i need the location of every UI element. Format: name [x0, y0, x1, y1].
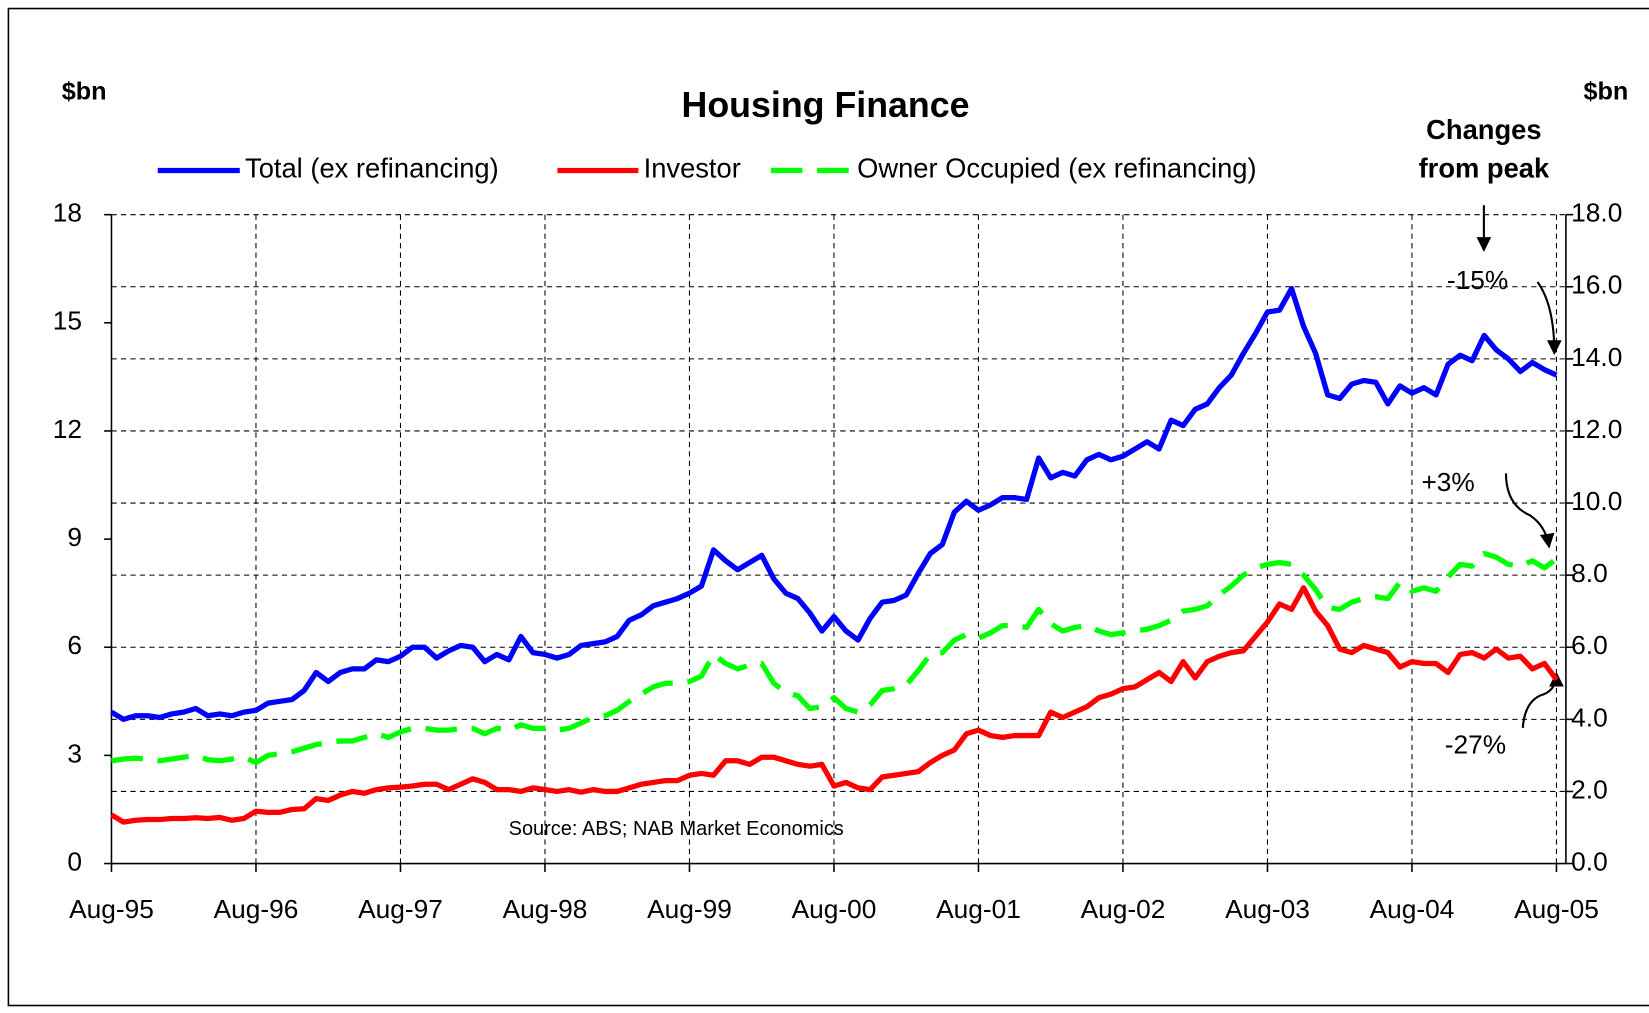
arrow — [1521, 671, 1564, 728]
y-tick-label: 3 — [67, 738, 82, 768]
legend-label: Investor — [644, 153, 741, 184]
y-tick-label: 9 — [67, 522, 82, 552]
x-tick-label: Aug-04 — [1370, 894, 1455, 924]
x-tick-label: Aug-95 — [69, 894, 154, 924]
y-tick-label: 18 — [53, 198, 82, 228]
x-tick-label: Aug-02 — [1081, 894, 1166, 924]
source-note: Source: ABS; NAB Market Economics — [509, 818, 844, 840]
plot: 0.0 2.0 4.0 6.0 8.0 10.0 12.0 14.0 16.0 18.0 Aug-9… — [53, 198, 1623, 924]
y-tick-label: 6 — [67, 630, 82, 660]
series-line — [111, 550, 1559, 766]
x-tick-label: Aug-99 — [647, 894, 732, 924]
chart-border — [7, 7, 1649, 1007]
y2-tick-label: 12.0 — [1571, 414, 1622, 444]
annotation: -15% — [1447, 265, 1508, 295]
y-tick-label: 15 — [53, 306, 82, 336]
y2-tick-label: 10.0 — [1571, 486, 1622, 516]
annotation: +3% — [1421, 467, 1474, 497]
x-tick-label: Aug-01 — [936, 894, 1021, 924]
x-tick-label: Aug-03 — [1225, 894, 1310, 924]
y2-tick-label: 0.0 — [1571, 846, 1608, 876]
x-tick-label: Aug-00 — [792, 894, 877, 924]
y2-tick-label: 8.0 — [1571, 558, 1608, 588]
annotation-title: Changes — [1426, 114, 1541, 145]
arrows — [1476, 205, 1564, 728]
y-tick-label: 0 — [67, 846, 82, 876]
y2-tick-label: 4.0 — [1571, 702, 1608, 732]
arrow — [1536, 281, 1562, 355]
x-tick-label: Aug-98 — [503, 894, 588, 924]
y2-axis-label: $bn — [1583, 77, 1628, 105]
x-tick-label: Aug-97 — [358, 894, 443, 924]
series-line — [110, 285, 1558, 722]
series-line — [110, 585, 1559, 825]
y2-tick-label: 6.0 — [1571, 630, 1608, 660]
legend-label: Total (ex refinancing) — [245, 153, 499, 184]
annotation: -27% — [1445, 730, 1506, 760]
y-tick-label: 12 — [53, 414, 82, 444]
x-tick-label: Aug-05 — [1514, 894, 1599, 924]
legend-label: Owner Occupied (ex refinancing) — [857, 153, 1256, 184]
arrow — [1504, 473, 1555, 549]
y-axis-label: $bn — [62, 77, 107, 105]
x-tick-label: Aug-96 — [214, 894, 299, 924]
y2-tick-label: 2.0 — [1571, 774, 1608, 804]
y2-tick-label: 14.0 — [1571, 342, 1622, 372]
annotation-title: from peak — [1419, 153, 1550, 184]
chart-title: Housing Finance — [682, 85, 970, 125]
y2-tick-label: 18.0 — [1571, 198, 1622, 228]
y2-tick-label: 16.0 — [1571, 270, 1622, 300]
